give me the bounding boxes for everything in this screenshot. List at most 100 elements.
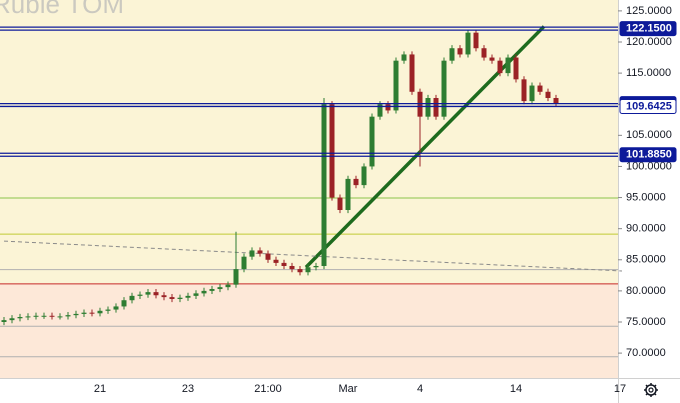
candle-body <box>329 104 335 198</box>
candle-body <box>441 60 447 117</box>
candle-body <box>449 48 455 61</box>
candle-body <box>193 293 199 296</box>
candle-body <box>481 48 487 58</box>
candle-body <box>497 60 503 74</box>
candle-body <box>385 104 391 111</box>
candle-body <box>401 54 407 61</box>
y-tick-label: 125.0000 <box>626 5 672 17</box>
level-label-box <box>619 21 677 37</box>
level-label-box <box>619 147 677 163</box>
candle-body <box>457 48 463 55</box>
candle-body <box>361 166 367 186</box>
candle-body <box>393 60 399 111</box>
candle-body <box>425 98 431 117</box>
candle-body <box>337 197 343 210</box>
candle-body <box>305 267 311 273</box>
candle-body <box>529 85 535 102</box>
candle-body <box>409 54 415 92</box>
candle-body <box>121 300 127 307</box>
candle-body <box>185 295 191 298</box>
candle-body <box>217 287 223 290</box>
candle-body <box>113 306 119 310</box>
candle-body <box>17 317 23 319</box>
trend-line <box>304 25 546 269</box>
candle-body <box>153 292 159 296</box>
candle-body <box>89 312 95 314</box>
candle-body <box>105 309 111 311</box>
y-tick-label: 90.0000 <box>626 223 666 235</box>
y-tick-label: 100.0000 <box>626 160 672 172</box>
x-tick-label: 4 <box>417 383 423 395</box>
candle-body <box>545 91 551 98</box>
x-tick-label: Mar <box>339 383 358 395</box>
chart-title: Ruble TOM <box>0 0 124 19</box>
trend-line <box>3 240 623 272</box>
candle-body <box>65 315 71 317</box>
candle-body <box>465 32 471 55</box>
candle-body <box>345 178 351 210</box>
candle-body <box>57 316 63 318</box>
candle-body <box>273 259 279 263</box>
candle-body <box>353 178 359 186</box>
y-tick-label: 80.0000 <box>626 285 666 297</box>
y-tick-label: 85.0000 <box>626 254 666 266</box>
x-tick-label: 17 <box>614 383 626 395</box>
x-tick-label: 21 <box>94 383 106 395</box>
candle-body <box>233 269 239 285</box>
level-label: 122.1500 <box>626 23 672 35</box>
gear-hub <box>648 387 654 393</box>
candle-body <box>553 98 559 104</box>
candle-body <box>537 85 543 92</box>
candle-body <box>433 98 439 117</box>
candle-body <box>505 57 511 74</box>
settings-icon[interactable] <box>644 383 658 397</box>
candle-body <box>489 57 495 61</box>
gear-teeth <box>644 383 658 397</box>
y-tick-label: 120.0000 <box>626 36 672 48</box>
y-tick-label: 70.0000 <box>626 347 666 359</box>
candle-body <box>81 312 87 314</box>
candle-body <box>297 269 303 273</box>
level-label: 101.8850 <box>626 149 672 161</box>
candle-body <box>73 313 79 316</box>
candle-body <box>169 297 175 299</box>
candle-body <box>25 316 31 318</box>
y-tick-label: 105.0000 <box>626 129 672 141</box>
candle-body <box>377 104 383 117</box>
candle-body <box>209 289 215 291</box>
candle-body <box>321 104 327 266</box>
candle-body <box>257 250 263 254</box>
candle-body <box>513 57 519 80</box>
candle-body <box>281 262 287 266</box>
candle-body <box>265 253 271 260</box>
zone-background <box>0 283 618 378</box>
candle-body <box>137 294 143 296</box>
candle-body <box>289 266 295 270</box>
candle-body <box>33 315 39 317</box>
x-tick-label: 21:00 <box>254 383 282 395</box>
candle-body <box>225 284 231 288</box>
candle-body <box>249 250 255 257</box>
candle-body <box>41 315 47 317</box>
candle-body <box>313 266 319 268</box>
candle-body <box>49 315 55 317</box>
level-label: 109.6425 <box>626 100 672 112</box>
candle-body <box>161 295 167 298</box>
candle-body <box>1 320 7 322</box>
x-tick-label: 14 <box>510 383 522 395</box>
candle-body <box>521 79 527 102</box>
candle-body <box>129 295 135 301</box>
level-label-box <box>619 98 677 114</box>
y-tick-label: 115.0000 <box>626 67 671 79</box>
candle-body <box>145 292 151 295</box>
candle-body <box>177 297 183 299</box>
candle-body <box>9 318 15 321</box>
candle-body <box>241 256 247 270</box>
x-tick-label: 23 <box>182 383 194 395</box>
candle-body <box>201 290 207 294</box>
y-tick-label: 95.0000 <box>626 191 666 203</box>
plot-area <box>0 0 623 378</box>
y-tick-label: 75.0000 <box>626 316 666 328</box>
candle-body <box>473 32 479 49</box>
